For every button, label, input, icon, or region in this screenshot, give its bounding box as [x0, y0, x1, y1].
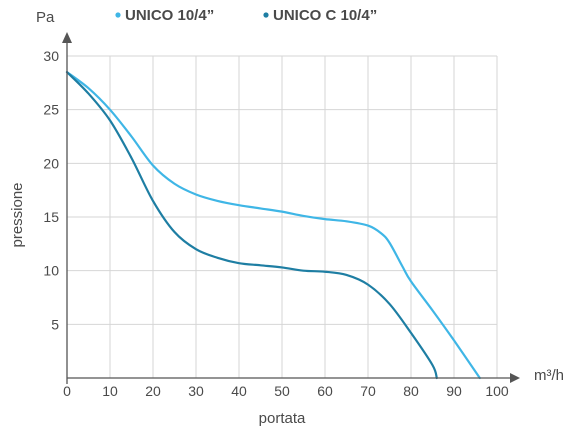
axes: [62, 32, 520, 383]
x-tick-label: 40: [231, 383, 247, 399]
series-line-1: [65, 71, 438, 380]
y-tick-label: 15: [43, 209, 59, 225]
x-tick-label: 80: [403, 383, 419, 399]
legend: UNICO 10/4” UNICO C 10/4”: [115, 7, 377, 24]
grid: [66, 55, 498, 384]
x-axis-title: portata: [259, 410, 306, 427]
y-tick-label: 30: [43, 48, 59, 64]
y-tick-label: 5: [51, 316, 59, 332]
legend-label-unico: UNICO 10/4”: [125, 7, 214, 24]
x-tick-label: 0: [63, 383, 71, 399]
legend-marker-unico-c: [263, 12, 269, 18]
y-tick-label: 25: [43, 102, 59, 118]
y-tick-label: 10: [43, 263, 59, 279]
x-tick-label: 30: [188, 383, 204, 399]
x-tick-label: 100: [485, 383, 509, 399]
legend-label-unico-c: UNICO C 10/4”: [273, 7, 377, 24]
x-tick-label: 90: [446, 383, 462, 399]
tick-labels: 0 10 20 30 40 50 60 70 80 90 100 5 10 15 20 25 30: [43, 48, 508, 399]
series-lines: [65, 71, 481, 380]
y-unit-label: Pa: [36, 9, 55, 26]
x-tick-label: 10: [102, 383, 118, 399]
y-axis-title: pressione: [9, 182, 26, 247]
x-tick-label: 60: [317, 383, 333, 399]
y-tick-label: 20: [43, 155, 59, 171]
x-tick-label: 20: [145, 383, 161, 399]
series-line-0: [65, 71, 481, 380]
legend-marker-unico: [115, 12, 121, 18]
x-tick-label: 70: [360, 383, 376, 399]
x-tick-label: 50: [274, 383, 290, 399]
x-unit-label: m³/h: [534, 367, 564, 384]
x-axis-arrow: [510, 373, 520, 383]
y-axis-arrow: [62, 32, 72, 43]
